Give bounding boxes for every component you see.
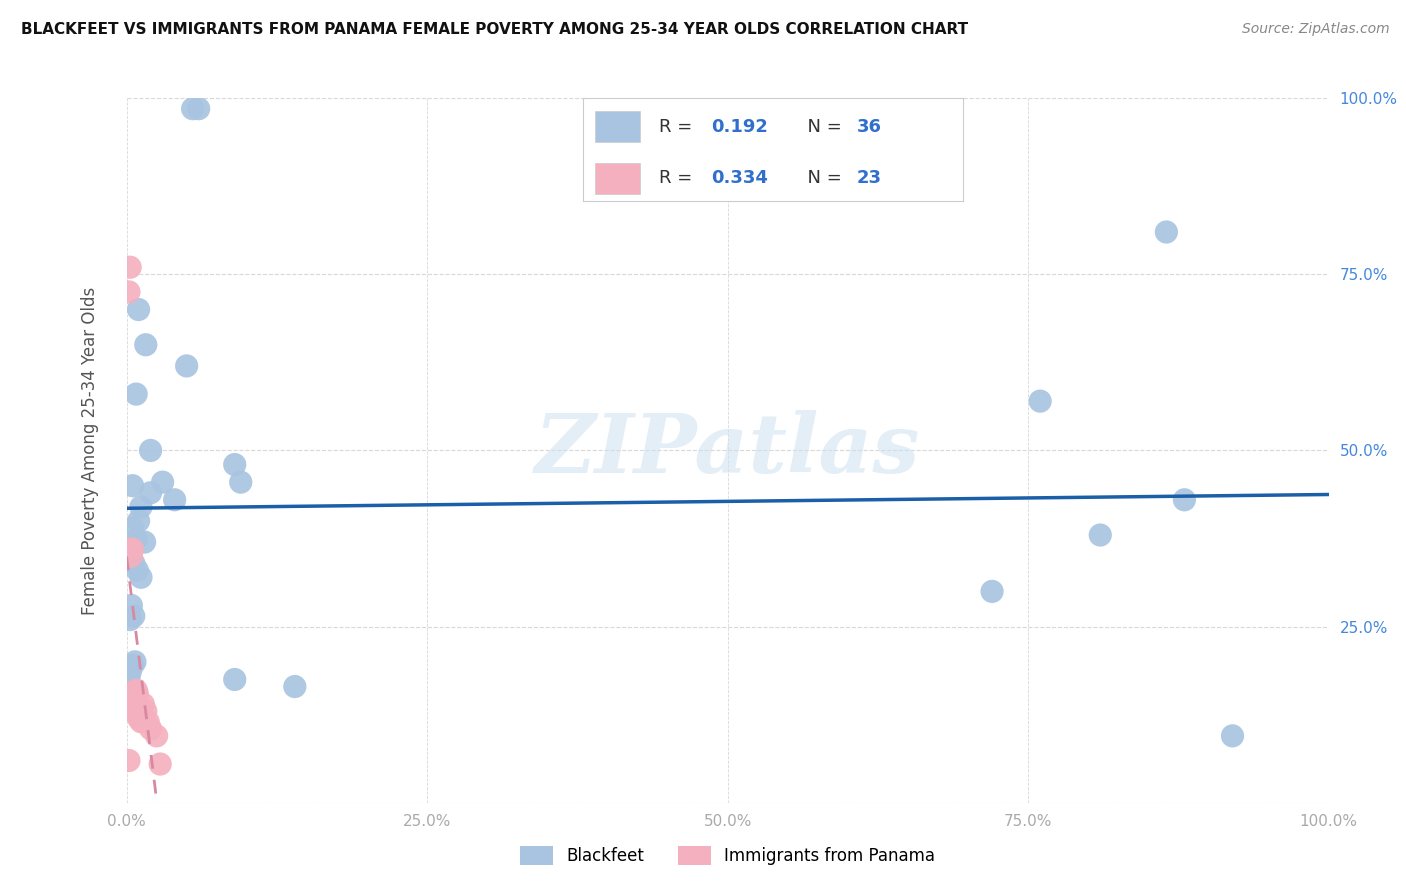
Text: 0.192: 0.192	[710, 118, 768, 136]
Text: ZIPatlas: ZIPatlas	[534, 410, 921, 491]
Text: 0.334: 0.334	[710, 169, 768, 187]
Point	[163, 492, 186, 507]
Point	[1029, 394, 1052, 409]
Point	[125, 683, 148, 698]
Point	[134, 535, 156, 549]
Text: 23: 23	[856, 169, 882, 187]
Point	[122, 609, 145, 624]
FancyBboxPatch shape	[595, 162, 641, 194]
Point	[118, 285, 141, 299]
Point	[120, 542, 142, 557]
Point	[124, 697, 146, 711]
Point	[139, 722, 162, 736]
Point	[149, 757, 172, 772]
Point	[129, 714, 152, 729]
Text: N =: N =	[796, 169, 848, 187]
FancyBboxPatch shape	[595, 112, 641, 142]
Point	[187, 102, 209, 116]
Point	[135, 704, 157, 718]
Point	[145, 729, 167, 743]
Point	[229, 475, 252, 490]
Text: N =: N =	[796, 118, 848, 136]
Point	[120, 599, 142, 613]
Point	[1156, 225, 1178, 239]
Point	[125, 387, 148, 401]
Point	[1222, 729, 1244, 743]
Point	[135, 338, 157, 352]
Point	[139, 443, 162, 458]
Point	[120, 613, 142, 627]
Point	[284, 680, 307, 694]
Point	[128, 711, 150, 725]
Point	[134, 714, 156, 729]
Text: R =: R =	[659, 118, 699, 136]
Point	[121, 479, 143, 493]
Y-axis label: Female Poverty Among 25-34 Year Olds: Female Poverty Among 25-34 Year Olds	[80, 286, 98, 615]
Point	[120, 665, 142, 680]
Point	[120, 260, 142, 275]
Legend: Blackfeet, Immigrants from Panama: Blackfeet, Immigrants from Panama	[513, 839, 942, 872]
Point	[136, 714, 159, 729]
Text: Source: ZipAtlas.com: Source: ZipAtlas.com	[1241, 22, 1389, 37]
Point	[1090, 528, 1112, 542]
Point	[981, 584, 1004, 599]
Point	[125, 532, 148, 546]
Point	[121, 658, 143, 673]
Point	[122, 556, 145, 570]
Text: BLACKFEET VS IMMIGRANTS FROM PANAMA FEMALE POVERTY AMONG 25-34 YEAR OLDS CORRELA: BLACKFEET VS IMMIGRANTS FROM PANAMA FEMA…	[21, 22, 969, 37]
Text: R =: R =	[659, 169, 699, 187]
Point	[122, 704, 145, 718]
Point	[127, 563, 149, 577]
Point	[224, 458, 246, 472]
Point	[132, 697, 155, 711]
Point	[127, 687, 149, 701]
Point	[128, 302, 150, 317]
Point	[118, 673, 141, 687]
Point	[152, 475, 174, 490]
Point	[121, 521, 143, 535]
Point	[128, 704, 150, 718]
Point	[121, 687, 143, 701]
Point	[118, 754, 141, 768]
Point	[129, 500, 152, 514]
Point	[128, 514, 150, 528]
Point	[122, 693, 145, 707]
Point	[120, 549, 142, 564]
Point	[129, 570, 152, 584]
Point	[224, 673, 246, 687]
Point	[181, 102, 204, 116]
Point	[139, 485, 162, 500]
Text: 36: 36	[856, 118, 882, 136]
Point	[121, 542, 143, 557]
Point	[1173, 492, 1195, 507]
Point	[127, 704, 149, 718]
Point	[124, 655, 146, 669]
Point	[176, 359, 198, 373]
